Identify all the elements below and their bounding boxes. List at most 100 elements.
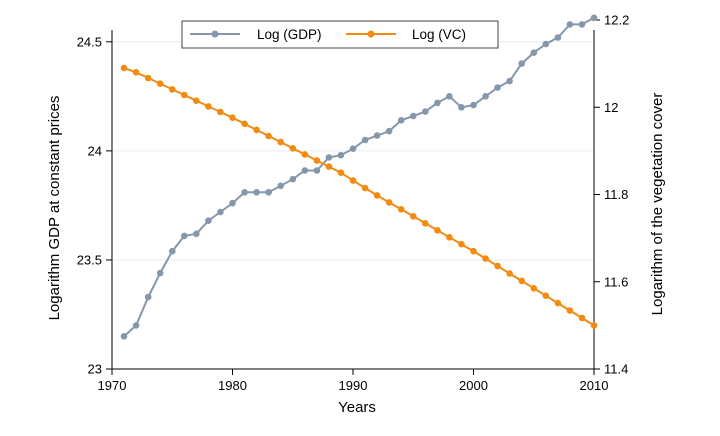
- data-point-gdp: [313, 167, 321, 174]
- data-point-vc: [169, 86, 176, 93]
- data-point-gdp: [156, 269, 164, 277]
- y-right-tick-label: 11.8: [604, 187, 628, 202]
- data-point-vc: [506, 270, 513, 277]
- data-point-vc: [518, 277, 525, 285]
- data-point-gdp: [361, 136, 369, 144]
- data-point-vc: [181, 91, 188, 99]
- y-axis-left-title: Logarithm GDP at constant prices: [46, 96, 63, 321]
- data-point-vc: [313, 157, 321, 164]
- data-point-gdp: [385, 127, 393, 135]
- data-point-vc: [530, 285, 538, 292]
- data-point-gdp: [446, 93, 453, 100]
- y-right-tick-label: 12.2: [604, 13, 629, 28]
- data-point-vc: [554, 299, 562, 307]
- data-point-vc: [482, 255, 489, 262]
- data-point-gdp: [241, 189, 248, 196]
- data-point-vc: [590, 322, 598, 329]
- data-point-gdp: [578, 21, 586, 28]
- data-point-vc: [566, 307, 574, 314]
- data-point-gdp: [169, 247, 176, 255]
- data-point-vc: [325, 163, 333, 170]
- data-point-vc: [337, 169, 345, 176]
- y-left-tick-label: 23.5: [77, 252, 102, 267]
- series-line-vc: [123, 67, 595, 327]
- series-line-gdp: [123, 16, 595, 338]
- tick-labels: 1970 1980 1990 2000 2010 23 23.5 24 24.5 11.4 11.6…: [77, 13, 630, 394]
- data-point-vc: [542, 292, 550, 300]
- legend-label-vc: Log (VC): [412, 27, 466, 42]
- data-point-vc: [156, 80, 164, 87]
- data-point-vc: [434, 227, 441, 234]
- data-point-vc: [132, 69, 140, 76]
- data-point-vc: [217, 108, 224, 116]
- data-point-vc: [397, 206, 405, 213]
- x-tick-label: 2000: [459, 378, 488, 393]
- data-point-vc: [578, 314, 586, 322]
- y-left-tick-label: 23: [88, 362, 102, 377]
- legend-label-gdp: Log (GDP): [257, 27, 322, 42]
- data-point-gdp: [120, 333, 128, 340]
- data-point-gdp: [325, 154, 333, 161]
- y-left-tick-label: 24: [88, 143, 102, 158]
- legend-marker-gdp: [211, 30, 219, 38]
- data-point-gdp: [542, 40, 550, 48]
- data-point-vc: [241, 120, 248, 128]
- data-point-gdp: [494, 84, 501, 91]
- data-point-gdp: [229, 199, 236, 207]
- y-right-tick-label: 12: [604, 100, 618, 115]
- data-point-gdp: [482, 93, 489, 100]
- x-tick-label: 2010: [580, 378, 609, 393]
- data-point-gdp: [181, 232, 188, 240]
- data-point-gdp: [253, 189, 260, 196]
- data-point-gdp: [205, 217, 212, 224]
- legend-item-vc: Log (VC): [346, 27, 466, 42]
- data-point-gdp: [422, 108, 429, 115]
- y-left-tick-label: 24.5: [77, 34, 102, 49]
- legend-marker-vc: [367, 30, 375, 38]
- data-point-vc: [301, 151, 309, 158]
- data-point-gdp: [349, 145, 357, 152]
- data-point-vc: [120, 64, 128, 72]
- data-point-gdp: [566, 21, 574, 28]
- legend-item-gdp: Log (GDP): [190, 27, 322, 42]
- data-point-gdp: [590, 14, 598, 22]
- data-point-vc: [277, 138, 285, 146]
- data-point-gdp: [337, 151, 345, 159]
- data-point-gdp: [518, 60, 525, 67]
- data-point-vc: [253, 126, 260, 134]
- data-point-gdp: [301, 167, 309, 174]
- series-layer: [120, 14, 598, 340]
- data-point-vc: [193, 97, 200, 104]
- data-point-vc: [265, 132, 272, 140]
- data-point-gdp: [410, 112, 417, 120]
- data-point-vc: [229, 114, 236, 121]
- data-point-gdp: [289, 175, 297, 183]
- axes: [106, 19, 600, 375]
- data-point-gdp: [265, 189, 272, 196]
- x-tick-label: 1980: [218, 378, 247, 393]
- data-point-vc: [470, 247, 477, 255]
- legend: Log (GDP) Log (VC): [181, 20, 499, 49]
- data-point-gdp: [470, 101, 477, 109]
- data-point-vc: [458, 240, 465, 248]
- data-point-gdp: [373, 132, 381, 139]
- data-point-gdp: [144, 293, 152, 301]
- data-point-vc: [349, 177, 357, 184]
- data-point-gdp: [554, 34, 562, 41]
- data-point-gdp: [217, 208, 224, 216]
- data-point-vc: [422, 220, 429, 227]
- data-point-vc: [289, 145, 297, 152]
- data-point-gdp: [132, 322, 140, 329]
- x-tick-label: 1970: [98, 378, 127, 393]
- x-axis-title: Years: [338, 399, 376, 416]
- data-point-vc: [361, 184, 369, 192]
- data-point-gdp: [530, 49, 538, 56]
- data-point-gdp: [277, 182, 285, 190]
- data-point-vc: [205, 103, 212, 110]
- y-right-tick-label: 11.4: [604, 362, 628, 377]
- data-point-vc: [494, 262, 501, 270]
- data-point-vc: [385, 199, 393, 206]
- data-point-gdp: [397, 117, 405, 124]
